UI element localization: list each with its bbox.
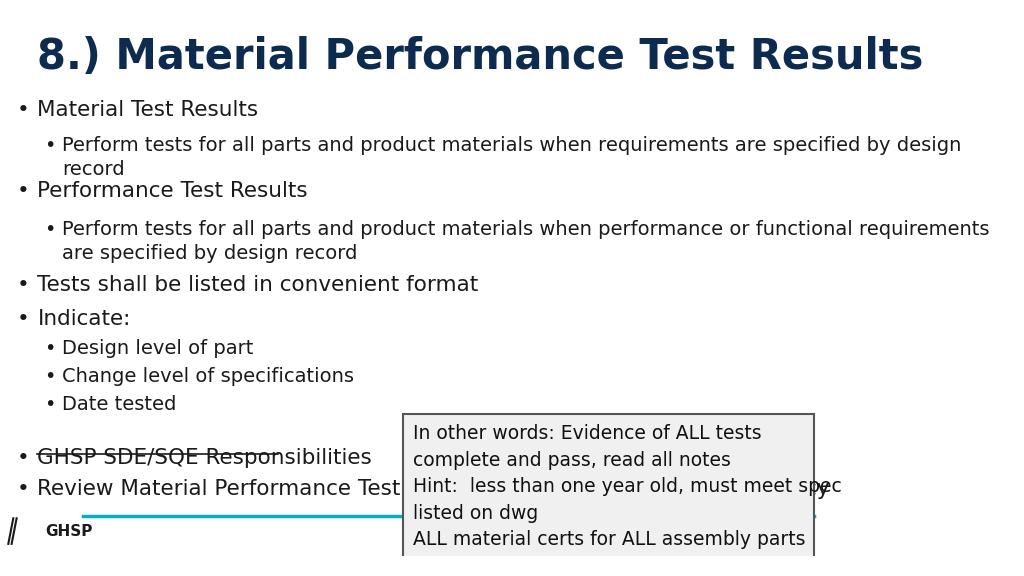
Text: •: • — [16, 479, 30, 499]
Text: Material Test Results: Material Test Results — [38, 100, 258, 120]
Text: •: • — [44, 339, 55, 358]
Text: Perform tests for all parts and product materials when performance or functional: Perform tests for all parts and product … — [62, 219, 990, 263]
Text: •: • — [16, 181, 30, 201]
Text: Design level of part: Design level of part — [62, 339, 254, 358]
Text: GHSP Confidential: GHSP Confidential — [691, 525, 806, 537]
Text: •: • — [16, 448, 30, 468]
Text: •: • — [16, 275, 30, 295]
Text: GHSP: GHSP — [46, 524, 93, 539]
Text: •: • — [44, 219, 55, 238]
Text: GHSP SDE/SQE Responsibilities: GHSP SDE/SQE Responsibilities — [38, 448, 372, 468]
Text: Change level of specifications: Change level of specifications — [62, 367, 354, 386]
Text: Tests shall be listed in convenient format: Tests shall be listed in convenient form… — [38, 275, 478, 295]
Text: •: • — [44, 395, 55, 414]
Text: •: • — [16, 100, 30, 120]
Text: Performance Test Results: Performance Test Results — [38, 181, 308, 201]
Text: •: • — [16, 309, 30, 329]
Text: Indicate:: Indicate: — [38, 309, 131, 329]
Text: •: • — [44, 137, 55, 156]
Text: •: • — [44, 367, 55, 386]
Text: 8.) Material Performance Test Results: 8.) Material Performance Test Results — [38, 36, 924, 78]
Text: Perform tests for all parts and product materials when requirements are specifie: Perform tests for all parts and product … — [62, 137, 962, 180]
Text: Date tested: Date tested — [62, 395, 177, 414]
Text: In other words: Evidence of ALL tests
complete and pass, read all notes
Hint:  l: In other words: Evidence of ALL tests co… — [413, 425, 842, 550]
Text: Review Material Performance Test Results for completeness and accuracy: Review Material Performance Test Results… — [38, 479, 829, 499]
FancyBboxPatch shape — [402, 414, 814, 573]
